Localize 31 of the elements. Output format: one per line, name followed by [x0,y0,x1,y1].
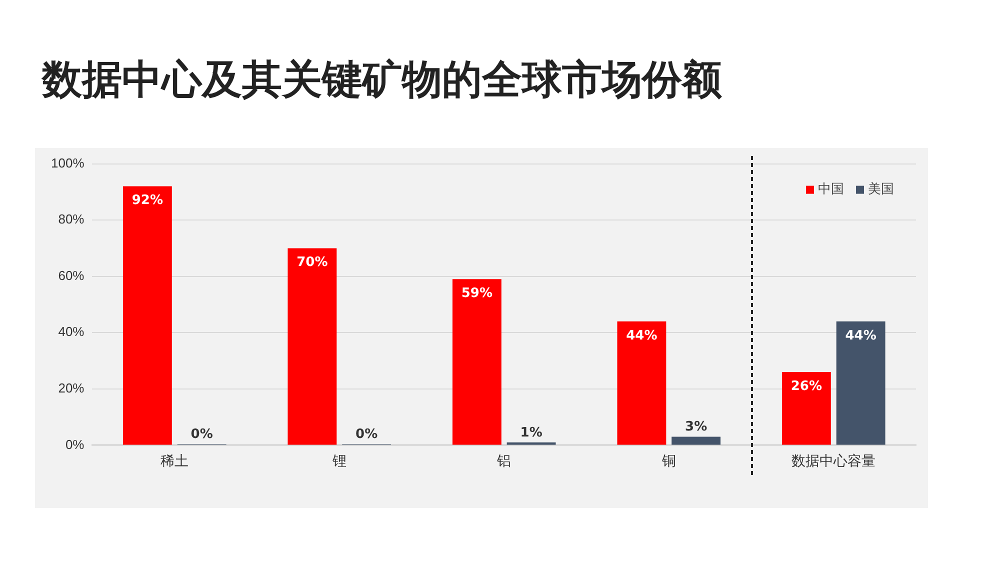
y-tick-label: 80% [58,212,85,227]
x-tick-label: 铝 [496,452,512,468]
bar [288,248,337,445]
chart-title: 数据中心及其关键矿物的全球市场份额 [42,56,722,105]
y-tick-label: 40% [58,324,85,340]
bar [452,279,502,445]
data-label: 70% [296,255,328,270]
data-label: 44% [845,328,876,344]
x-tick-label: 稀土 [160,452,189,468]
y-tick-label: 20% [58,380,85,396]
bar [672,436,721,445]
bar [836,321,886,445]
data-label: 44% [626,328,658,344]
y-tick-label: 0% [65,436,85,452]
x-tick-label: 铜 [660,452,676,468]
data-label: 0% [190,427,213,442]
data-label: 1% [520,425,542,440]
x-tick-label: 数据中心容量 [792,452,876,468]
bar [122,186,172,445]
y-tick-label: 60% [58,268,85,283]
data-label: 0% [356,427,378,442]
data-label: 3% [685,420,708,435]
data-label: 59% [461,286,493,302]
bar [782,372,831,445]
data-label: 26% [790,378,822,394]
data-label: 92% [132,193,164,208]
x-tick-label: 锂 [331,452,346,468]
legend-label: 美国 [868,181,894,198]
bar [617,321,666,445]
legend-label: 中国 [818,182,844,198]
y-tick-label: 100% [51,155,85,170]
